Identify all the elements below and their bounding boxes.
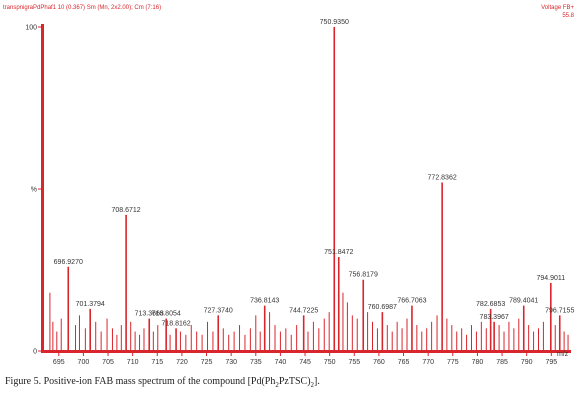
mode-header: Voltage FB+ <box>541 5 574 11</box>
y-tick-label-0: 0 <box>33 349 37 356</box>
x-axis-label: m/z <box>557 351 569 358</box>
peak-label-11: 756.8179 <box>349 272 378 279</box>
labeled-peaks <box>67 27 561 351</box>
minor-peaks <box>49 292 569 351</box>
x-tick-label-9: 740 <box>275 359 287 366</box>
peak-label-0: 696.9270 <box>54 259 83 266</box>
peak-label-8: 744.7225 <box>289 307 318 314</box>
y-axis-line <box>41 24 44 352</box>
peak-label-3: 713.3663 <box>135 311 164 318</box>
intensity-header: 55.8 <box>562 13 574 19</box>
caption-sub-2: 2 <box>310 381 315 389</box>
peak-label-10: 751.8472 <box>324 249 353 256</box>
peak-label-9: 750.9350 <box>320 19 349 26</box>
peak-label-7: 736.8143 <box>250 298 279 305</box>
y-tick-label-1: % <box>31 187 37 194</box>
peak-label-14: 772.8362 <box>428 175 457 182</box>
x-axis-ticks: 695 700 705 710 715 720 725 730 735 740 745 750 755 7… <box>53 353 557 366</box>
caption-mid: PzTSC) <box>278 376 311 387</box>
x-tick-label-16: 775 <box>447 359 459 366</box>
y-axis-ticks: 0% 100 <box>25 25 44 356</box>
peak-label-15: 782.6853 <box>476 301 505 308</box>
x-tick-label-19: 790 <box>521 359 533 366</box>
x-tick-label-6: 725 <box>201 359 213 366</box>
x-tick-label-7: 730 <box>225 359 237 366</box>
x-tick-label-17: 780 <box>472 359 484 366</box>
peak-label-2: 708.6712 <box>112 207 141 214</box>
x-tick-label-2: 705 <box>102 359 114 366</box>
x-tick-label-14: 765 <box>398 359 410 366</box>
x-tick-label-11: 750 <box>324 359 336 366</box>
figure-caption: Figure 5. Positive-ion FAB mass spectrum… <box>5 376 575 389</box>
caption-pre: Figure 5. Positive-ion FAB mass spectrum… <box>5 376 276 387</box>
peak-label-18: 794.9011 <box>536 275 565 282</box>
peak-label-4: 716.8054 <box>152 311 181 318</box>
x-tick-label-18: 785 <box>496 359 508 366</box>
caption-post: ]. <box>314 376 320 387</box>
peak-label-13: 766.7063 <box>397 298 426 305</box>
y-tick-label-2: 100 <box>25 25 37 32</box>
peak-label-6: 727.3740 <box>204 307 233 314</box>
x-tick-label-12: 755 <box>348 359 360 366</box>
peak-label-12: 760.6987 <box>368 304 397 311</box>
x-tick-label-13: 760 <box>373 359 385 366</box>
x-axis-line <box>41 350 571 353</box>
x-tick-label-20: 795 <box>545 359 557 366</box>
peak-label-17: 789.4041 <box>509 298 538 305</box>
x-tick-label-8: 735 <box>250 359 262 366</box>
x-tick-label-1: 700 <box>78 359 90 366</box>
peak-labels: 696.9270 701.3794 708.6712 713.3663716.8054… <box>54 19 575 327</box>
plot-frame <box>41 24 571 353</box>
x-tick-label-3: 710 <box>127 359 139 366</box>
scan-info-header: transpnigraPdPhaf1 10 (0.367) Sm (Mn, 2x… <box>3 5 161 11</box>
x-tick-label-15: 770 <box>422 359 434 366</box>
x-tick-label-0: 695 <box>53 359 65 366</box>
peak-label-16: 783.3967 <box>480 314 509 321</box>
peak-label-1: 701.3794 <box>76 301 105 308</box>
x-tick-label-4: 715 <box>151 359 163 366</box>
x-tick-label-5: 720 <box>176 359 188 366</box>
peak-label-5: 718.8162 <box>161 320 190 327</box>
x-tick-label-10: 745 <box>299 359 311 366</box>
mass-spectrum-chart: transpnigraPdPhaf1 10 (0.367) Sm (Mn, 2x… <box>3 5 575 366</box>
peak-label-19: 796.7155 <box>545 307 574 314</box>
caption-sub-1: 2 <box>275 381 279 389</box>
